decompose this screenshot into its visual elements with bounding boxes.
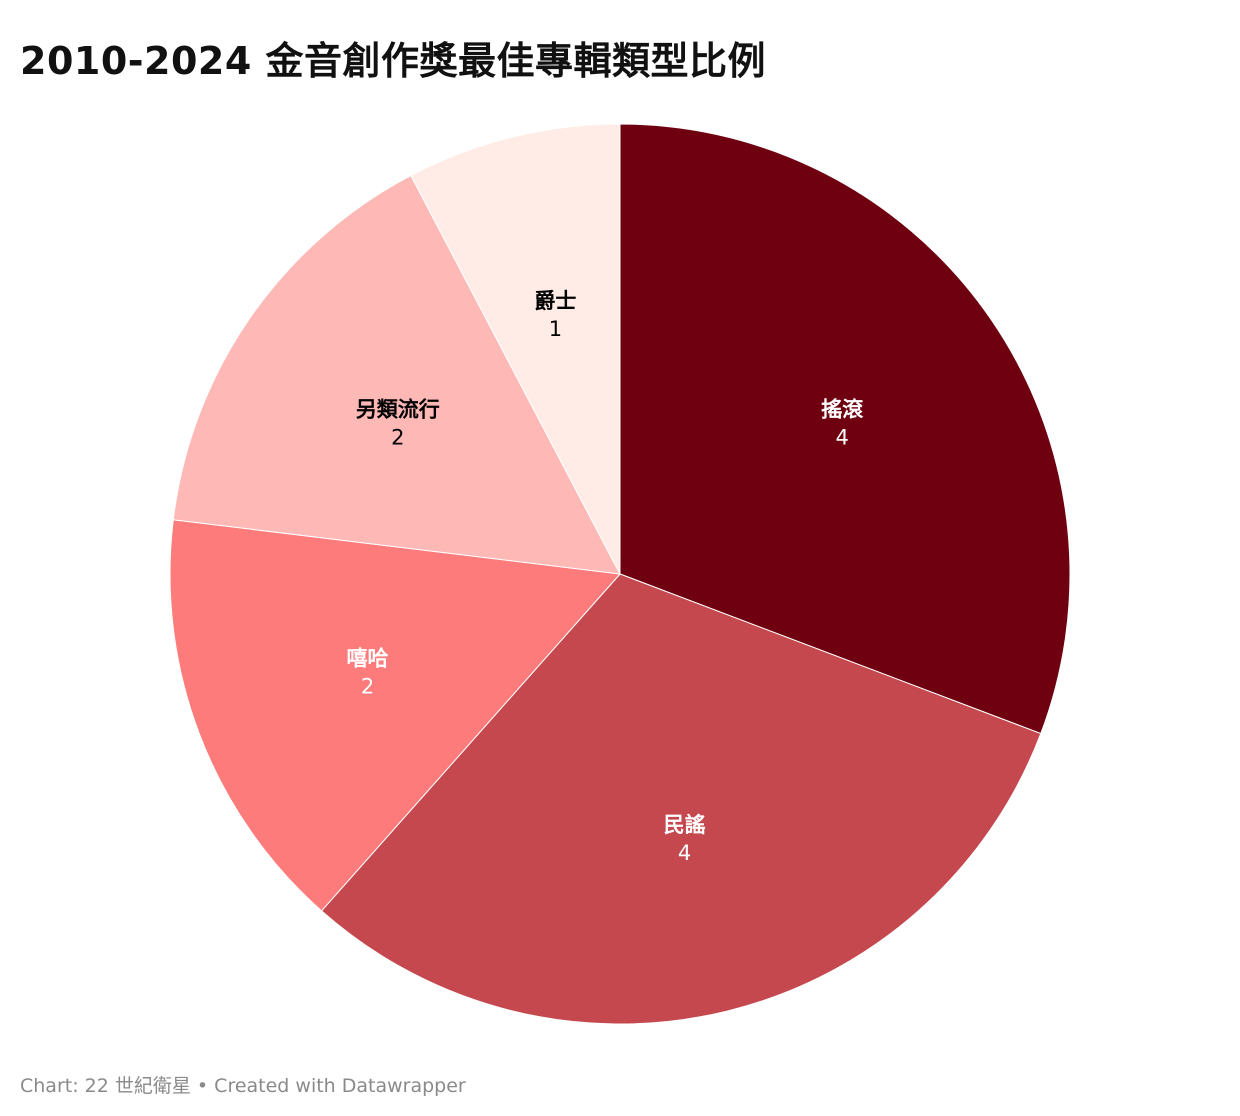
slice-label: 另類流行: [356, 398, 440, 422]
slice-label: 民謠: [664, 813, 706, 837]
pie-labels: 搖滾 4 民謠 4 嘻哈 2 另類流行 2 爵士 1: [347, 289, 865, 865]
slice-value: 2: [361, 675, 374, 699]
slice-value: 4: [678, 841, 691, 865]
slice-label: 嘻哈: [347, 647, 389, 671]
slice-value: 2: [391, 426, 404, 450]
footer-prefix: Chart:: [20, 1075, 85, 1097]
pie-slice: [172, 174, 621, 575]
pie-slice: [320, 573, 1042, 1025]
slice-label: 搖滾: [821, 398, 864, 422]
chart-footer: Chart: 22 世紀衛星 • Created with Datawrappe…: [20, 1071, 466, 1098]
pie-slice: [169, 519, 622, 912]
pie-slice: [410, 123, 621, 575]
footer-source: 22 世紀衛星: [84, 1075, 191, 1097]
slice-value: 4: [836, 426, 849, 450]
footer-credit: Created with Datawrapper: [214, 1075, 466, 1097]
slice-label: 爵士: [534, 289, 576, 313]
slice-value: 1: [549, 317, 562, 341]
pie-slices: [169, 123, 1071, 1025]
pie-slice: [619, 123, 1071, 735]
footer-separator: •: [190, 1075, 215, 1097]
chart-title: 2010-2024 金音創作獎最佳專輯類型比例: [20, 39, 767, 83]
